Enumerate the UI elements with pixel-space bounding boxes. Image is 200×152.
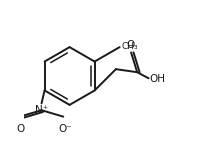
Text: N⁺: N⁺ (35, 105, 48, 115)
Text: O: O (126, 40, 134, 50)
Text: O: O (17, 124, 25, 134)
Text: OH: OH (150, 74, 166, 84)
Text: CH₃: CH₃ (121, 42, 138, 51)
Text: O⁻: O⁻ (58, 124, 72, 134)
